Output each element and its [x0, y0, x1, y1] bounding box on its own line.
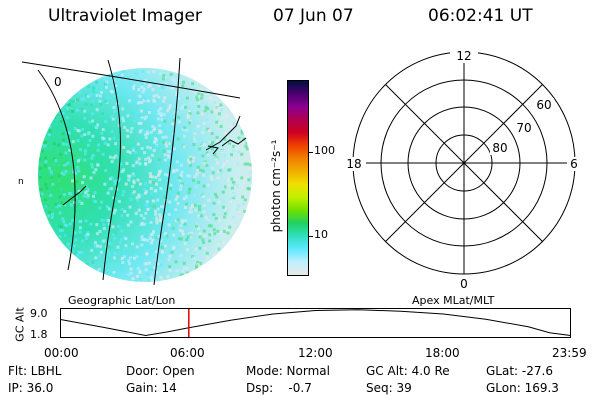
- lat-lon-grid: [21, 57, 241, 285]
- colorbar-tick-100-mark: [308, 152, 313, 153]
- colorbar-tick-10: 10: [314, 228, 328, 241]
- mlt-diag-2: [385, 84, 543, 242]
- status-gc-alt: GC Alt: 4.0 Re: [366, 364, 450, 378]
- colorbar: [287, 80, 309, 276]
- mlt-label-12: 12: [456, 49, 471, 63]
- geographic-image: 0 n: [18, 57, 252, 285]
- status-dsp: Dsp: -0.7: [246, 381, 312, 395]
- alt-xtick-2: 12:00: [298, 346, 333, 360]
- status-glat: GLat: -27.6: [486, 364, 553, 378]
- grid-label-zero: 0: [54, 75, 62, 89]
- date-label: 07 Jun 07: [273, 6, 354, 26]
- alt-ylabel: GC Alt: [13, 307, 27, 342]
- mlat-label-60: 60: [536, 98, 551, 112]
- colorbar-tick-10-mark: [308, 236, 313, 237]
- status-seq: Seq: 39: [366, 381, 412, 395]
- mlat-label-70: 70: [516, 121, 531, 135]
- mlt-label-6: 6: [570, 157, 578, 171]
- colorbar-unit: photon cm⁻²s⁻¹: [269, 139, 283, 233]
- status-flt: Flt: LBHL: [8, 364, 62, 378]
- alt-xtick-3: 18:00: [425, 346, 460, 360]
- aurora-disk: [38, 68, 252, 282]
- mlt-label-0: 0: [460, 277, 468, 291]
- alt-xtick-0: 00:00: [44, 346, 79, 360]
- polar-grid: 12 6 0 18 60 70 80: [342, 49, 581, 291]
- colorbar-tick-100: 100: [314, 144, 335, 157]
- status-ip: IP: 36.0: [8, 381, 54, 395]
- alt-curve: [60, 309, 571, 337]
- alt-ytick-low: 1.8: [30, 328, 48, 341]
- grid-label-left: n: [18, 177, 24, 187]
- status-door: Door: Open: [126, 364, 195, 378]
- status-glon: GLon: 169.3: [486, 381, 559, 395]
- geographic-caption: Geographic Lat/Lon: [68, 294, 176, 307]
- mlt-label-18: 18: [346, 157, 361, 171]
- status-mode: Mode: Normal: [246, 364, 330, 378]
- altitude-plot: [60, 308, 571, 338]
- mlat-label-80: 80: [492, 141, 507, 155]
- colorbar-gradient: [288, 81, 308, 275]
- status-gain: Gain: 14: [126, 381, 177, 395]
- alt-xtick-1: 06:00: [170, 346, 205, 360]
- time-label: 06:02:41 UT: [428, 6, 533, 26]
- alt-xtick-4: 23:59: [552, 346, 587, 360]
- alt-ytick-high: 9.0: [30, 307, 48, 320]
- magnetic-caption: Apex MLat/MLT: [412, 294, 495, 307]
- alt-plot-frame: [60, 308, 571, 338]
- instrument-title: Ultraviolet Imager: [48, 6, 202, 26]
- coastline: [62, 115, 247, 206]
